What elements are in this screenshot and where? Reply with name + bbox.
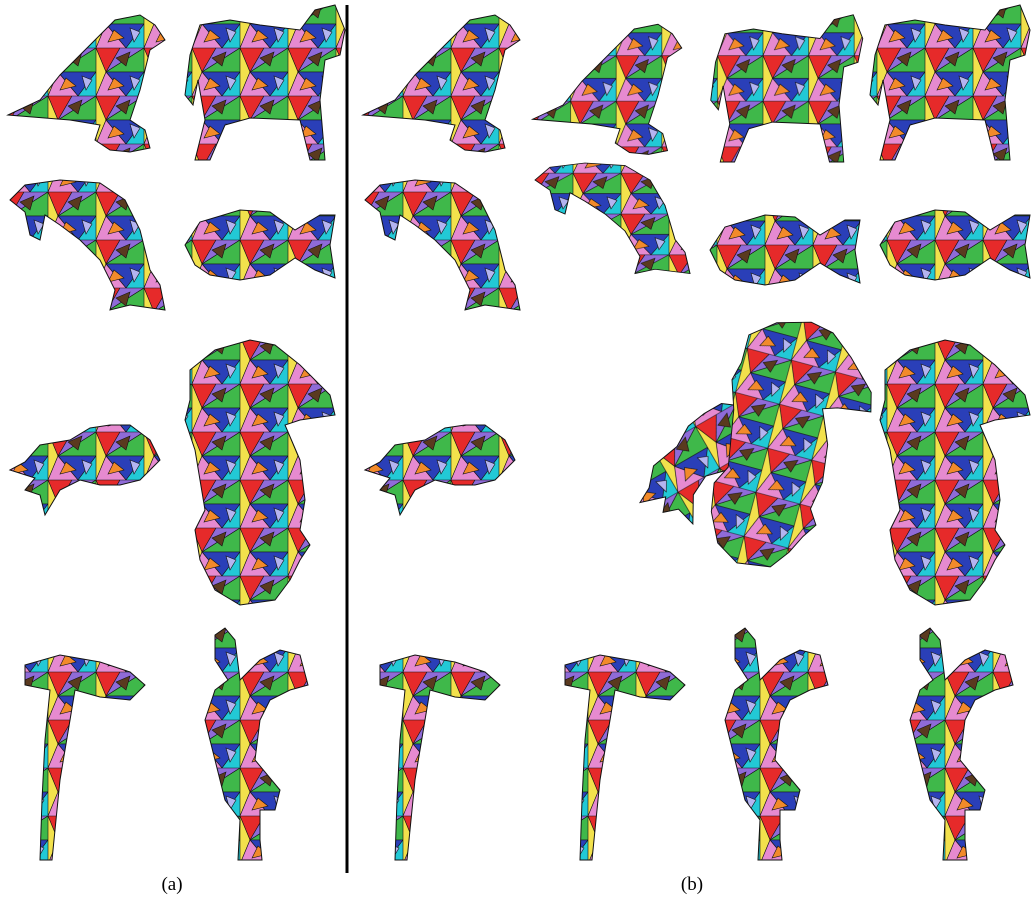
dolphin-mesh bbox=[535, 163, 690, 274]
plant-mesh bbox=[380, 655, 500, 860]
panel-label: (b) bbox=[681, 874, 703, 895]
bird-mesh bbox=[533, 24, 682, 154]
bird-mesh bbox=[363, 15, 520, 152]
plant-mesh bbox=[565, 655, 685, 860]
seahorse-mesh bbox=[185, 340, 335, 605]
fish-mesh bbox=[710, 215, 860, 285]
dog-mesh bbox=[870, 5, 1030, 160]
panel-label: (a) bbox=[161, 874, 182, 895]
branch-mesh bbox=[910, 628, 1013, 860]
fish-mesh bbox=[185, 210, 335, 280]
shark-mesh bbox=[365, 425, 515, 515]
branch-mesh bbox=[205, 628, 308, 860]
seahorse-mesh bbox=[880, 340, 1030, 605]
figure: (a) (b) bbox=[0, 0, 1031, 906]
plant-mesh bbox=[25, 655, 145, 860]
shark-mesh bbox=[10, 425, 160, 515]
column-a bbox=[8, 5, 345, 860]
bird-mesh bbox=[8, 15, 165, 152]
dolphin-mesh bbox=[10, 180, 165, 310]
branch-mesh bbox=[725, 628, 828, 860]
dolphin-mesh bbox=[365, 180, 520, 310]
column-b bbox=[363, 5, 1030, 860]
dog-mesh bbox=[185, 5, 345, 160]
dog-mesh bbox=[711, 15, 863, 162]
fish-mesh bbox=[880, 210, 1030, 280]
